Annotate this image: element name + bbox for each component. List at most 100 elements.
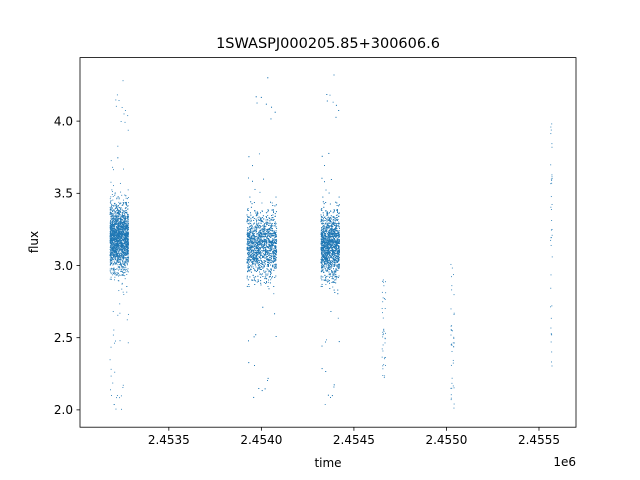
- data-point: [255, 231, 257, 233]
- data-point: [110, 273, 112, 275]
- data-point: [120, 232, 122, 234]
- data-point: [257, 258, 259, 260]
- data-point: [115, 99, 117, 101]
- data-point: [111, 259, 113, 261]
- data-point: [269, 228, 271, 229]
- data-point: [118, 213, 120, 214]
- data-point: [116, 246, 118, 248]
- data-point: [121, 288, 123, 290]
- data-point: [121, 229, 123, 230]
- data-point: [120, 244, 122, 246]
- data-point: [265, 216, 267, 217]
- data-point: [273, 244, 275, 246]
- data-point: [111, 229, 113, 231]
- data-point: [120, 229, 122, 231]
- data-point: [263, 249, 264, 251]
- data-point: [262, 231, 264, 233]
- data-point: [109, 233, 111, 235]
- data-point: [262, 221, 264, 223]
- data-point: [121, 227, 123, 229]
- data-point: [249, 237, 250, 239]
- data-point: [126, 249, 128, 251]
- data-point: [118, 215, 120, 217]
- data-point: [252, 257, 254, 259]
- data-point: [252, 256, 254, 258]
- data-point: [266, 242, 268, 244]
- data-point: [250, 237, 252, 238]
- data-point: [256, 221, 257, 223]
- data-point: [110, 228, 112, 230]
- data-point: [254, 249, 256, 251]
- data-point: [113, 404, 115, 406]
- data-point: [256, 230, 258, 232]
- data-point: [124, 252, 126, 254]
- data-point: [252, 250, 254, 252]
- data-point: [116, 253, 118, 255]
- data-point: [123, 272, 124, 274]
- data-point: [256, 214, 257, 216]
- data-point: [124, 211, 126, 213]
- data-point: [125, 232, 127, 234]
- data-point: [120, 207, 122, 209]
- data-point: [112, 226, 114, 227]
- data-point: [126, 235, 128, 237]
- data-point: [120, 202, 122, 204]
- data-point: [117, 226, 119, 228]
- data-point: [127, 250, 129, 251]
- data-point: [124, 244, 126, 246]
- data-point: [247, 228, 249, 230]
- data-point: [121, 219, 123, 221]
- data-point: [247, 219, 248, 221]
- data-point: [262, 244, 264, 246]
- data-point: [250, 264, 252, 266]
- data-point: [110, 255, 112, 256]
- data-point: [123, 251, 125, 253]
- data-point: [112, 242, 113, 243]
- data-point: [118, 100, 120, 102]
- data-point: [117, 237, 119, 239]
- data-point: [259, 243, 261, 245]
- data-point: [127, 257, 129, 259]
- data-point: [110, 248, 112, 250]
- data-point: [265, 236, 267, 238]
- data-point: [119, 223, 121, 225]
- data-point: [121, 247, 123, 249]
- data-point: [115, 231, 117, 233]
- data-point: [254, 243, 256, 245]
- data-point: [114, 202, 116, 204]
- data-point: [126, 264, 128, 266]
- data-point: [123, 199, 124, 201]
- data-point: [256, 240, 258, 242]
- data-point: [120, 259, 122, 261]
- data-point: [125, 195, 127, 197]
- data-point: [268, 240, 270, 242]
- data-point: [267, 229, 269, 231]
- data-point: [249, 228, 251, 230]
- data-point: [249, 231, 251, 233]
- data-point: [247, 247, 249, 249]
- data-point: [113, 249, 115, 251]
- data-point: [127, 247, 129, 249]
- data-point: [125, 235, 127, 237]
- data-point: [112, 210, 114, 212]
- data-point: [268, 227, 270, 229]
- data-point: [261, 250, 263, 252]
- data-point: [271, 106, 273, 108]
- data-point: [254, 254, 256, 256]
- data-point: [246, 247, 248, 248]
- data-point: [247, 248, 249, 250]
- data-point: [271, 241, 273, 243]
- data-point: [258, 247, 260, 249]
- data-point: [270, 253, 272, 254]
- data-point: [115, 219, 117, 221]
- data-point: [249, 228, 251, 230]
- data-point: [266, 224, 267, 226]
- data-point: [263, 256, 265, 258]
- data-point: [113, 226, 115, 228]
- data-point: [121, 235, 123, 237]
- data-point: [260, 217, 262, 219]
- data-point: [263, 253, 265, 255]
- data-point: [110, 213, 112, 215]
- data-point: [260, 263, 262, 264]
- data-point: [112, 228, 114, 230]
